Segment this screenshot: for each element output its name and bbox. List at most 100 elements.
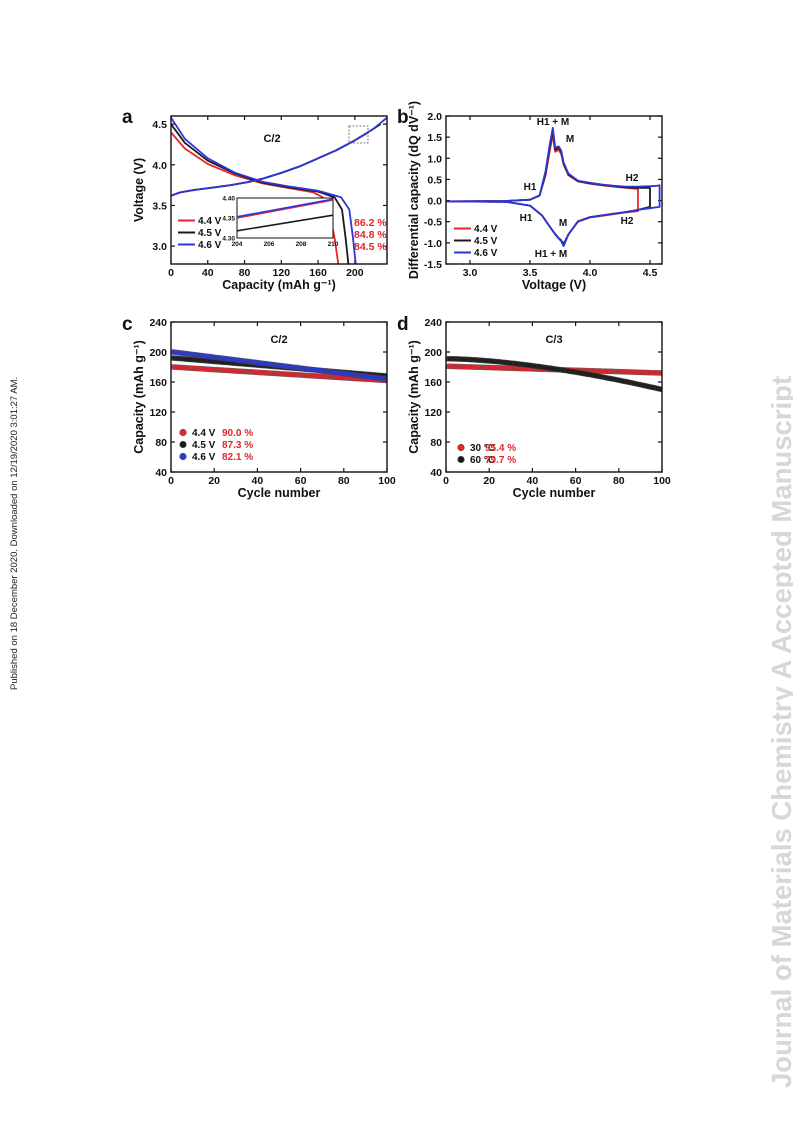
y-axis-label: Differential capacity (dQ dV⁻¹) bbox=[407, 101, 421, 279]
x-tick-label: 3.5 bbox=[523, 267, 538, 279]
y-tick-label: 1.0 bbox=[427, 153, 442, 165]
plot-area-b bbox=[446, 126, 661, 248]
legend-label: 4.4 V bbox=[474, 224, 498, 235]
legend-label: 4.5 V bbox=[474, 236, 498, 247]
y-tick-label: 1.5 bbox=[427, 132, 442, 144]
y-tick-label: 0.5 bbox=[427, 174, 442, 186]
x-tick-label: 4.5 bbox=[643, 267, 658, 279]
plot-frame bbox=[170, 115, 388, 265]
phase-annotation: H1 + M bbox=[537, 117, 570, 128]
legend-label: 60 °C bbox=[470, 455, 495, 466]
phase-annotation: H2 bbox=[626, 173, 639, 184]
panel-d: d 0 20 40 60 80 100 40 80 120 160 200 240 Cycle numbe… bbox=[397, 314, 671, 500]
legend-label: 4.4 V bbox=[198, 216, 222, 227]
legend-label: 4.6 V bbox=[474, 248, 498, 259]
x-tick-label: 3.0 bbox=[463, 267, 478, 279]
x-tick-label: 40 bbox=[252, 475, 264, 487]
x-tick-label: 80 bbox=[239, 267, 251, 279]
panel-c: c 0 20 40 60 80 100 40 80 120 160 200 240 Cycle numbe… bbox=[122, 314, 396, 500]
x-tick-label: 100 bbox=[653, 475, 671, 487]
inset-curve bbox=[236, 199, 334, 219]
y-tick-label: 120 bbox=[424, 407, 442, 419]
x-tick-label: 0 bbox=[443, 475, 449, 487]
phase-annotation: H1 bbox=[520, 213, 533, 224]
y-tick-label: 240 bbox=[149, 317, 167, 329]
y-tick-label: 80 bbox=[155, 437, 167, 449]
y-tick-label: 80 bbox=[430, 437, 442, 449]
legend-marker-swatch bbox=[179, 440, 187, 449]
phase-annotation: M bbox=[559, 218, 567, 229]
phase-annotation: H1 + M bbox=[535, 249, 568, 260]
voltage-curve-charge bbox=[171, 116, 387, 197]
retention-annotation: 84.8 % bbox=[354, 229, 387, 241]
x-tick-label: 40 bbox=[202, 267, 214, 279]
inset-x-tick-label: 208 bbox=[296, 241, 307, 248]
panel-label-d: d bbox=[397, 314, 409, 335]
phase-annotation: H2 bbox=[621, 216, 634, 227]
legend-label: 4.4 V bbox=[192, 428, 216, 439]
panel-a: a 0 40 80 120 160 200 3.0 3.5 4.0 4.5 Capacity (mAh… bbox=[122, 107, 388, 292]
legend-marker-swatch bbox=[179, 452, 187, 461]
inset-curve bbox=[236, 214, 334, 232]
legend-retention-value: 95.4 % bbox=[485, 443, 516, 454]
y-tick-label: 160 bbox=[424, 377, 442, 389]
y-tick-label: -1.0 bbox=[424, 238, 442, 250]
legend-retention-value: 79.7 % bbox=[485, 455, 516, 466]
plot-area-a bbox=[171, 116, 387, 264]
x-tick-label: 0 bbox=[168, 475, 174, 487]
legend-retention-value: 82.1 % bbox=[222, 452, 253, 463]
voltage-curve-discharge bbox=[171, 117, 357, 264]
zoom-region-box bbox=[348, 125, 369, 144]
x-axis-label: Voltage (V) bbox=[522, 278, 586, 292]
panel-b: b 3.0 3.5 4.0 4.5 -1.5 -1.0 -0.5 0.0 0.5 1.0 1.5 2.0… bbox=[397, 101, 663, 292]
inset-x-tick-label: 210 bbox=[328, 241, 339, 248]
x-axis-label: Cycle number bbox=[238, 486, 321, 500]
plot-area-c bbox=[171, 349, 387, 384]
x-tick-label: 60 bbox=[295, 475, 307, 487]
x-tick-label: 80 bbox=[613, 475, 625, 487]
panel-label-c: c bbox=[122, 314, 133, 335]
x-tick-label: 200 bbox=[346, 267, 364, 279]
y-tick-label: 3.0 bbox=[152, 241, 167, 253]
y-tick-label: 3.5 bbox=[152, 200, 167, 212]
inset-curve bbox=[236, 198, 334, 218]
watermark-text: Journal of Materials Chemistry A Accepte… bbox=[766, 376, 793, 1088]
plot-area-d bbox=[446, 355, 662, 393]
y-tick-label: 240 bbox=[424, 317, 442, 329]
y-tick-label: -1.5 bbox=[424, 259, 442, 271]
x-tick-label: 60 bbox=[570, 475, 582, 487]
legend-marker-swatch bbox=[457, 455, 465, 464]
legend-label: 4.6 V bbox=[192, 452, 216, 463]
legend-label: 4.5 V bbox=[198, 228, 222, 239]
panel-label-a: a bbox=[122, 107, 133, 128]
legend-retention-value: 90.0 % bbox=[222, 428, 253, 439]
plot-frame bbox=[445, 321, 663, 473]
x-tick-label: 100 bbox=[378, 475, 396, 487]
legend-label: 30 °C bbox=[470, 443, 495, 454]
inset-x-tick-label: 206 bbox=[264, 241, 275, 248]
x-tick-label: 120 bbox=[273, 267, 291, 279]
y-axis-label: Capacity (mAh g⁻¹) bbox=[407, 340, 421, 454]
y-tick-label: 40 bbox=[430, 467, 442, 479]
y-tick-label: 0.0 bbox=[427, 196, 442, 208]
retention-annotation: 84.5 % bbox=[354, 241, 387, 253]
x-axis-label: Capacity (mAh g⁻¹) bbox=[222, 278, 336, 292]
x-tick-label: 160 bbox=[309, 267, 327, 279]
dqdv-curve bbox=[446, 126, 661, 248]
y-tick-label: 2.0 bbox=[427, 111, 442, 123]
phase-annotation: M bbox=[566, 134, 574, 145]
x-tick-label: 40 bbox=[527, 475, 539, 487]
plot-frame bbox=[170, 321, 388, 473]
inset-y-tick-label: 4.40 bbox=[222, 196, 235, 203]
x-tick-label: 20 bbox=[483, 475, 495, 487]
x-axis-label: Cycle number bbox=[513, 486, 596, 500]
x-tick-label: 4.0 bbox=[583, 267, 598, 279]
panel-title: C/2 bbox=[263, 133, 280, 145]
panel-title: C/2 bbox=[270, 334, 287, 346]
panel-label-b: b bbox=[397, 107, 409, 128]
inset-plot: 204 206 208 210 4.30 4.35 4.40 bbox=[222, 196, 338, 249]
y-axis-label: Capacity (mAh g⁻¹) bbox=[132, 340, 146, 454]
y-tick-label: -0.5 bbox=[424, 217, 442, 229]
y-tick-label: 4.0 bbox=[152, 160, 167, 172]
